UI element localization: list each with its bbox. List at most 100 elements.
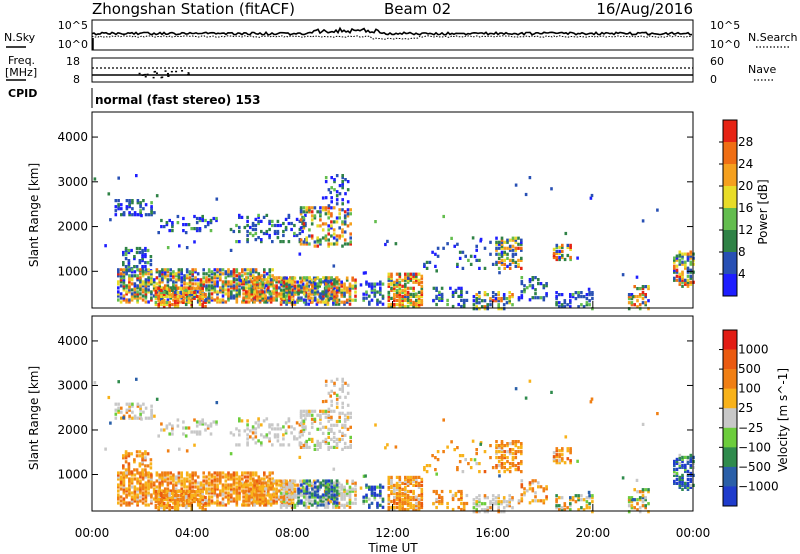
power-cell <box>508 266 512 270</box>
power-cell <box>125 199 129 203</box>
velocity-cell <box>394 445 398 449</box>
velocity-cell <box>627 500 631 504</box>
velocity-cell <box>511 452 515 456</box>
velocity-cell <box>135 454 139 458</box>
velocity-cell <box>310 481 313 485</box>
power-cell <box>332 288 335 292</box>
power-cell <box>678 280 682 284</box>
velocity-cell <box>261 501 265 505</box>
colorbar-tick-label: 28 <box>738 135 753 149</box>
power-cell <box>272 286 276 290</box>
velocity-cell <box>313 419 317 423</box>
velocity-cell <box>319 427 322 431</box>
velocity-cell <box>160 422 163 426</box>
velocity-cell <box>247 499 251 503</box>
velocity-cell <box>122 471 126 475</box>
velocity-cell <box>563 508 567 512</box>
velocity-cell <box>517 468 520 472</box>
power-cell <box>232 296 236 300</box>
velocity-cell <box>404 477 407 481</box>
power-cell <box>293 280 297 284</box>
velocity-cell <box>268 473 272 477</box>
power-cell <box>322 292 325 296</box>
velocity-cell <box>406 499 410 504</box>
velocity-cell <box>506 442 509 446</box>
velocity-cell <box>514 468 518 472</box>
power-cell <box>182 223 185 227</box>
velocity-cell <box>545 487 548 491</box>
power-cell <box>169 286 172 290</box>
velocity-cell <box>678 481 682 485</box>
velocity-cell <box>216 479 219 483</box>
power-cell <box>216 284 219 288</box>
velocity-cell <box>348 485 352 489</box>
power-cell <box>327 238 330 242</box>
power-cell <box>133 296 137 300</box>
power-cell <box>684 266 687 270</box>
power-cell <box>147 276 150 280</box>
velocity-cell <box>381 497 385 501</box>
velocity-cell <box>269 483 273 487</box>
velocity-cell <box>390 507 393 512</box>
velocity-cell <box>689 453 693 457</box>
power-cell <box>254 270 258 274</box>
power-cell <box>264 296 267 300</box>
power-cell <box>453 244 456 248</box>
power-cell <box>191 268 194 272</box>
power-cell <box>160 218 163 223</box>
velocity-cell <box>310 417 314 421</box>
power-cell <box>324 292 328 296</box>
power-cell <box>230 270 233 274</box>
power-cell <box>387 298 391 302</box>
power-cell <box>279 288 283 292</box>
velocity-cell <box>154 489 158 494</box>
power-cell <box>135 250 139 255</box>
velocity-cell <box>319 417 322 421</box>
velocity-cell <box>401 507 404 512</box>
velocity-cell <box>238 479 241 483</box>
power-cell <box>182 229 185 233</box>
velocity-cell <box>348 497 352 501</box>
velocity-cell <box>245 499 248 503</box>
power-cell <box>330 186 333 190</box>
velocity-cell <box>184 434 188 438</box>
nave-dip-dot <box>154 70 157 73</box>
power-cell <box>395 282 399 286</box>
power-cell <box>299 288 302 292</box>
velocity-cell <box>454 491 458 496</box>
velocity-cell <box>184 495 188 500</box>
nave-dip-dot <box>187 72 190 74</box>
velocity-cell <box>511 464 515 468</box>
velocity-cell <box>205 481 208 485</box>
velocity-cell <box>311 487 314 491</box>
velocity-cell <box>283 485 287 489</box>
power-cell <box>569 243 572 247</box>
power-cell <box>162 292 166 296</box>
velocity-cell <box>290 425 293 429</box>
velocity-cell <box>313 409 317 413</box>
power-cell <box>219 276 222 280</box>
power-cell <box>249 284 252 288</box>
velocity-cell <box>420 501 424 506</box>
velocity-cell <box>235 489 239 493</box>
power-cell <box>246 215 249 219</box>
velocity-cell <box>308 411 311 415</box>
power-cell <box>158 270 161 274</box>
power-cell <box>133 270 137 274</box>
power-cell <box>227 298 230 302</box>
velocity-cell <box>243 491 247 495</box>
velocity-cell <box>684 465 687 469</box>
velocity-cell <box>252 497 255 501</box>
power-cell <box>627 297 631 301</box>
velocity-cell <box>230 475 233 479</box>
velocity-cell <box>326 499 330 503</box>
power-cell <box>319 296 322 300</box>
power-cell <box>273 231 277 236</box>
power-cell <box>269 300 273 304</box>
velocity-cell <box>345 481 349 485</box>
velocity-cell <box>460 495 463 500</box>
power-cell <box>475 293 478 297</box>
power-cell <box>250 298 254 302</box>
power-cell <box>122 270 126 274</box>
power-cell <box>188 270 192 274</box>
